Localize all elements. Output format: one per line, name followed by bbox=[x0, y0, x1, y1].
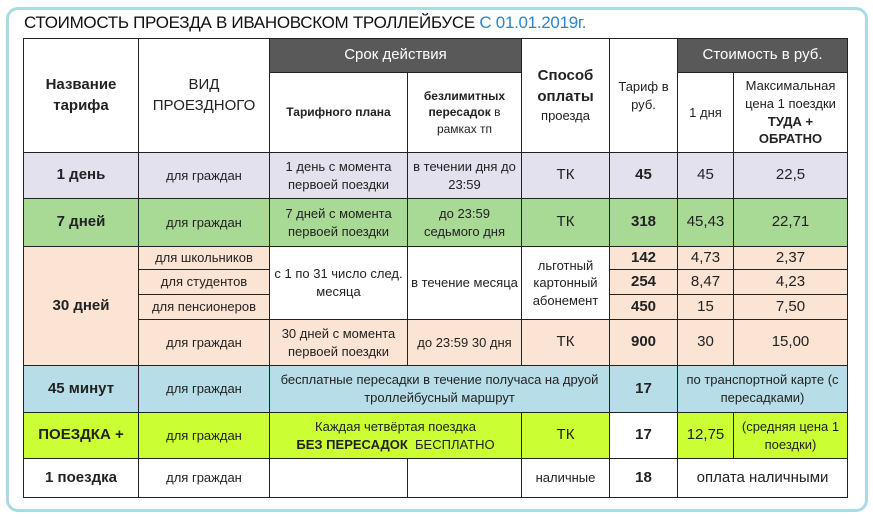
per-day-price: 15 bbox=[677, 294, 734, 320]
transfers-validity-empty bbox=[407, 458, 522, 498]
max-trip-price: 15,00 bbox=[733, 319, 848, 366]
tariff-price: 254 bbox=[609, 269, 678, 295]
tariff-price: 18 bbox=[609, 458, 678, 498]
pass-type: для граждан bbox=[138, 458, 270, 498]
plan-validity: 7 дней с момента первоей поездки bbox=[269, 198, 408, 247]
payment-method: ТК bbox=[521, 412, 610, 459]
header-cost: Стоимость в руб. bbox=[677, 38, 848, 73]
pass-type: для граждан bbox=[138, 319, 270, 366]
header-payment-bold: Способ оплаты bbox=[537, 67, 594, 105]
tariff-price: 17 bbox=[609, 412, 678, 459]
max-trip-price: 7,50 bbox=[733, 294, 848, 320]
pass-type: для граждан bbox=[138, 152, 270, 199]
table-row: для граждан 30 дней с момента первоей по… bbox=[24, 319, 848, 366]
promo-note: Каждая четвёртая поездка БЕЗ ПЕРЕСАДОК БЕ… bbox=[269, 412, 522, 459]
table-row: для студентов 254 8,47 4,23 bbox=[24, 269, 848, 295]
table-row: 1 поездка для граждан наличные 18 оплата… bbox=[23, 458, 848, 498]
tariff-price: 142 bbox=[609, 246, 678, 270]
header-round-trip: ТУДА + ОБРАТНО bbox=[758, 113, 823, 147]
tariff-name: 1 день bbox=[23, 152, 139, 199]
header-tariff-rub: Тариф в руб. bbox=[609, 38, 678, 153]
table-row: ПОЕЗДКА + для граждан Каждая четвёртая п… bbox=[23, 412, 848, 459]
header-pass-type: ВИД ПРОЕЗДНОГО bbox=[138, 38, 270, 153]
max-trip-price: 2,37 bbox=[733, 246, 848, 270]
max-trip-price: 4,23 bbox=[733, 269, 848, 295]
pass-type: для граждан bbox=[138, 365, 270, 413]
header-max-price: Максимальная цена 1 поездки ТУДА + ОБРАТН… bbox=[733, 72, 848, 153]
tariff-price: 450 bbox=[609, 294, 678, 320]
per-day-price: 45,43 bbox=[677, 198, 734, 247]
pass-type: для граждан bbox=[138, 198, 270, 247]
header-plan-validity: Тарифного плана bbox=[269, 72, 408, 153]
tariff-name: 1 поездка bbox=[23, 458, 139, 498]
per-day-price: 45 bbox=[677, 152, 734, 199]
max-trip-price: (средняя цена 1 поездки) bbox=[733, 412, 848, 459]
page-frame bbox=[6, 7, 868, 512]
transfers-validity: в течение месяца bbox=[407, 246, 522, 320]
pass-type: для пенсионеров bbox=[138, 294, 270, 320]
plan-validity: 1 день с момента первоей поездки bbox=[269, 152, 408, 199]
table-row: 7 дней для граждан 7 дней с момента перв… bbox=[23, 198, 848, 247]
tariff-name: 30 дней bbox=[23, 246, 139, 366]
header-tariff-name: Название тарифа bbox=[23, 38, 139, 153]
tariff-name: 45 минут bbox=[23, 365, 139, 413]
tariff-price: 900 bbox=[609, 319, 678, 366]
per-day-price: 30 bbox=[677, 319, 734, 366]
per-day-price: 12,75 bbox=[677, 412, 734, 459]
header-transfers: безлимитных пересадок в рамках тп bbox=[407, 72, 522, 153]
plan-validity-empty bbox=[269, 458, 408, 498]
promo-line: Каждая четвёртая поездка bbox=[315, 418, 476, 434]
header-validity: Срок действия bbox=[269, 38, 522, 73]
transfers-validity: в течении дня до 23:59 bbox=[407, 152, 522, 199]
header-payment: Способ оплаты проезда bbox=[521, 38, 610, 153]
payment-method: ТК bbox=[521, 198, 610, 247]
table-row: 1 день для граждан 1 день с момента перв… bbox=[23, 152, 848, 199]
pass-type: для студентов bbox=[138, 269, 270, 295]
page-title: СТОИМОСТЬ ПРОЕЗДА В ИВАНОВСКОМ ТРОЛЛЕЙБУ… bbox=[24, 13, 586, 33]
max-trip-price: 22,5 bbox=[733, 152, 848, 199]
header-transfers-bold: безлимитных пересадок bbox=[423, 89, 506, 120]
tariff-price: 318 bbox=[609, 198, 678, 247]
header-transfers-rest: в рамках тп bbox=[436, 105, 501, 136]
title-date: С 01.01.2019г. bbox=[479, 13, 587, 32]
promo-bold: БЕЗ ПЕРЕСАДОК bbox=[296, 436, 408, 452]
payment-method: льготный картонный абонемент bbox=[521, 246, 610, 320]
tariff-price: 45 bbox=[609, 152, 678, 199]
payment-method: ТК bbox=[521, 319, 610, 366]
fare-table: Название тарифа ВИД ПРОЕЗДНОГО Срок дейс… bbox=[23, 38, 848, 498]
payment-method: ТК bbox=[521, 152, 610, 199]
plan-validity: с 1 по 31 число след. месяца bbox=[269, 246, 408, 320]
payment-method: наличные bbox=[521, 458, 610, 498]
tariff-name: 7 дней bbox=[23, 198, 139, 247]
tariff-name: ПОЕЗДКА + bbox=[23, 412, 139, 459]
max-trip-price: 22,71 bbox=[733, 198, 848, 247]
header-payment-rest: проезда bbox=[541, 107, 590, 123]
pass-type: для школьников bbox=[138, 246, 270, 270]
title-main: СТОИМОСТЬ ПРОЕЗДА В ИВАНОВСКОМ ТРОЛЛЕЙБУ… bbox=[24, 13, 475, 32]
tariff-price: 17 bbox=[609, 365, 678, 413]
plan-validity: 30 дней с момента первоей поездки bbox=[269, 319, 408, 366]
cost-note: оплата наличными bbox=[677, 458, 848, 498]
pass-type: для граждан bbox=[138, 412, 270, 459]
cost-note: по транспортной карте (с пересадками) bbox=[677, 365, 848, 413]
header-per-day: 1 дня bbox=[677, 72, 734, 153]
per-day-price: 8,47 bbox=[677, 269, 734, 295]
per-day-price: 4,73 bbox=[677, 246, 734, 270]
promo-rest: БЕСПЛАТНО bbox=[415, 436, 495, 452]
transfers-validity: до 23:59 30 дня bbox=[407, 319, 522, 366]
transfers-validity: до 23:59 седьмого дня bbox=[407, 198, 522, 247]
table-row: 45 минут для граждан бесплатные пересадк… bbox=[23, 365, 848, 413]
table-row: 30 дней для школьников с 1 по 31 число с… bbox=[23, 246, 848, 366]
header-max-price-label: Максимальная цена 1 поездки bbox=[745, 78, 836, 111]
transfer-note: бесплатные пересадки в течение получаса … bbox=[269, 365, 610, 413]
